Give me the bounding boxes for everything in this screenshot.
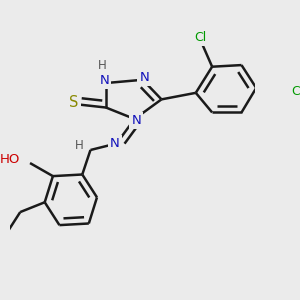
- Text: N: N: [110, 137, 120, 150]
- Text: H: H: [75, 139, 83, 152]
- Text: Cl: Cl: [195, 31, 207, 44]
- Text: N: N: [140, 71, 149, 84]
- Text: N: N: [131, 114, 141, 127]
- Text: S: S: [69, 95, 79, 110]
- Text: H: H: [98, 58, 107, 72]
- Text: HO: HO: [0, 153, 20, 166]
- Text: N: N: [100, 74, 109, 87]
- Text: Cl: Cl: [291, 85, 300, 98]
